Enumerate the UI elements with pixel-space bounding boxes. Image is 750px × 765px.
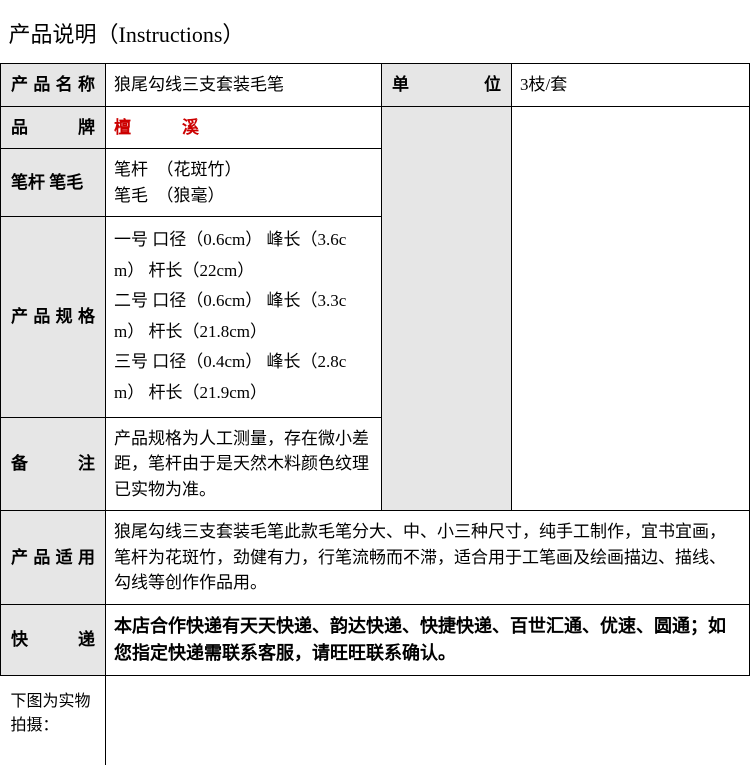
label-usage: 产品适用 — [1, 511, 106, 605]
label-product-name: 产品名称 — [1, 64, 106, 107]
value-product-name: 狼尾勾线三支套装毛笔 — [106, 64, 382, 107]
value-note: 产品规格为人工测量，存在微小差距，笔杆由于是天然木料颜色纹理已实物为准。 — [106, 417, 382, 511]
label-material: 笔杆 笔毛 — [1, 149, 106, 217]
value-express: 本店合作快递有天天快递、韵达快递、快捷快递、百世汇通、优速、圆通；如您指定快递需… — [106, 604, 750, 675]
spec-table: 产品说明（Instructions） 产品名称 狼尾勾线三支套装毛笔 单 位 3… — [0, 0, 750, 765]
label-footer: 下图为实物拍摄： — [1, 675, 106, 765]
row-express: 快 递 本店合作快递有天天快递、韵达快递、快捷快递、百世汇通、优速、圆通；如您指… — [1, 604, 750, 675]
value-spec: 一号 口径（0.6cm） 峰长（3.6cm） 杆长（22cm） 二号 口径（0.… — [106, 217, 382, 418]
value-material: 笔杆 （花斑竹） 笔毛 （狼毫） — [106, 149, 382, 217]
label-spec: 产品规格 — [1, 217, 106, 418]
label-express: 快 递 — [1, 604, 106, 675]
table-title: 产品说明（Instructions） — [1, 0, 750, 64]
brand-text: 檀 溪 — [114, 118, 216, 137]
row-usage: 产品适用 狼尾勾线三支套装毛笔此款毛笔分大、中、小三种尺寸，纯手工制作，宜书宜画… — [1, 511, 750, 605]
empty-value-block — [512, 106, 750, 511]
product-spec-table: 产品说明（Instructions） 产品名称 狼尾勾线三支套装毛笔 单 位 3… — [0, 0, 750, 765]
row-brand: 品 牌 檀 溪 — [1, 106, 750, 149]
value-brand: 檀 溪 — [106, 106, 382, 149]
value-unit: 3枝/套 — [512, 64, 750, 107]
value-usage: 狼尾勾线三支套装毛笔此款毛笔分大、中、小三种尺寸，纯手工制作，宜书宜画，笔杆为花… — [106, 511, 750, 605]
empty-label-block — [382, 106, 512, 511]
label-brand: 品 牌 — [1, 106, 106, 149]
title-row: 产品说明（Instructions） — [1, 0, 750, 64]
label-note: 备 注 — [1, 417, 106, 511]
row-product-name: 产品名称 狼尾勾线三支套装毛笔 单 位 3枝/套 — [1, 64, 750, 107]
footer-blank — [106, 675, 750, 765]
row-footer: 下图为实物拍摄： — [1, 675, 750, 765]
label-unit: 单 位 — [382, 64, 512, 107]
